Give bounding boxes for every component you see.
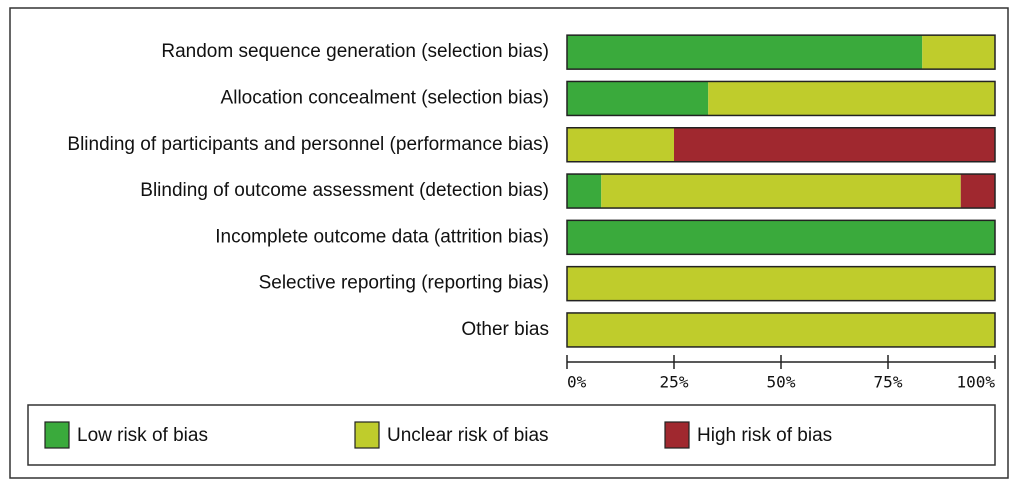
legend-box (27, 404, 996, 466)
legend-swatch (44, 421, 70, 449)
x-tick-label: 100% (956, 373, 995, 392)
bar-outline (566, 34, 996, 70)
bar-outline (566, 265, 996, 302)
category-label: Blinding of outcome assessment (detectio… (140, 180, 549, 201)
legend-swatch (354, 421, 380, 449)
legend-label: Low risk of bias (77, 425, 208, 446)
category-label: Random sequence generation (selection bi… (161, 41, 549, 62)
bar-segment (567, 312, 995, 347)
bar-segment (567, 174, 602, 209)
category-label: Selective reporting (reporting bias) (259, 273, 549, 294)
bar-outline (566, 219, 996, 256)
x-tick-label: 25% (660, 373, 689, 392)
frame (9, 7, 1009, 479)
bar-outline (566, 312, 996, 348)
category-label: Incomplete outcome data (attrition bias) (215, 226, 549, 247)
bar-segment (567, 220, 995, 255)
legend-swatch (664, 421, 690, 449)
bar-segment (567, 266, 995, 301)
bar-segment (674, 127, 995, 162)
x-tick-label: 75% (874, 373, 903, 392)
legend-label: Unclear risk of bias (387, 425, 549, 446)
bar-outline (566, 127, 996, 163)
legend-label: High risk of bias (697, 425, 832, 446)
x-tick-label: 0% (567, 373, 587, 392)
bar-segment (960, 174, 995, 209)
bar-segment (567, 35, 923, 70)
category-label: Other bias (461, 319, 549, 340)
bar-segment (567, 127, 674, 162)
x-tick-label: 50% (767, 373, 796, 392)
category-label: Blinding of participants and personnel (… (67, 134, 549, 155)
bar-segment (708, 81, 995, 116)
bar-segment (922, 35, 995, 70)
category-label: Allocation concealment (selection bias) (221, 87, 549, 108)
bar-segment (601, 174, 961, 209)
bar-outline (566, 80, 996, 117)
bar-segment (567, 81, 709, 116)
bar-outline (566, 173, 996, 209)
